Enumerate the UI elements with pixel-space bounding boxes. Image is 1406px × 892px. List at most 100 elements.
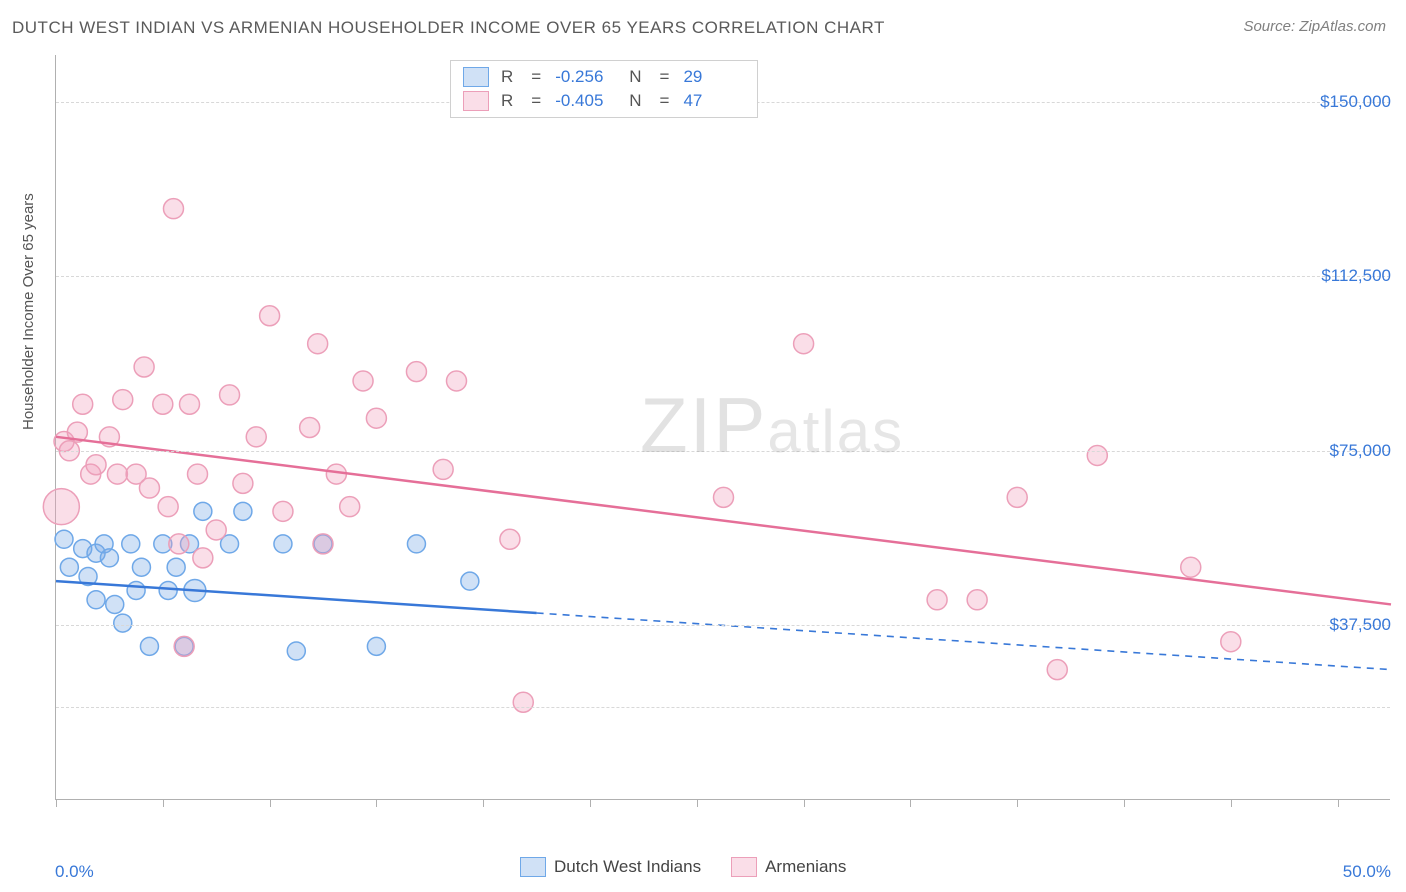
trend-line-dashed-dwi [537, 613, 1391, 670]
scatter-point-dwi [106, 595, 124, 613]
scatter-point-arm [163, 199, 183, 219]
legend-item-arm: Armenians [731, 857, 846, 877]
scatter-point-dwi [287, 642, 305, 660]
n-label: N [629, 91, 641, 111]
scatter-point-arm [1047, 660, 1067, 680]
legend-label-arm: Armenians [765, 857, 846, 877]
scatter-point-arm [433, 459, 453, 479]
swatch-arm [731, 857, 757, 877]
scatter-point-arm [158, 497, 178, 517]
scatter-point-arm [246, 427, 266, 447]
scatter-point-dwi [55, 530, 73, 548]
correlation-row-arm: R=-0.405N=47 [463, 89, 745, 113]
scatter-point-arm [300, 418, 320, 438]
equals-sign: = [531, 67, 541, 87]
scatter-point-arm [500, 529, 520, 549]
scatter-point-dwi [274, 535, 292, 553]
scatter-point-arm [113, 390, 133, 410]
scatter-point-dwi [132, 558, 150, 576]
scatter-point-dwi [234, 502, 252, 520]
scatter-point-arm [134, 357, 154, 377]
x-tick [1231, 799, 1232, 807]
scatter-point-arm [1007, 487, 1027, 507]
scatter-point-arm [927, 590, 947, 610]
scatter-point-dwi [461, 572, 479, 590]
scatter-point-arm [340, 497, 360, 517]
x-tick [1338, 799, 1339, 807]
legend-label-dwi: Dutch West Indians [554, 857, 701, 877]
legend-item-dwi: Dutch West Indians [520, 857, 701, 877]
scatter-point-arm [1221, 632, 1241, 652]
scatter-point-arm [220, 385, 240, 405]
scatter-point-arm [447, 371, 467, 391]
scatter-point-dwi [167, 558, 185, 576]
scatter-point-dwi [87, 591, 105, 609]
scatter-point-arm [273, 501, 293, 521]
scatter-point-arm [188, 464, 208, 484]
gridline [56, 707, 1390, 708]
r-value-dwi: -0.256 [555, 67, 617, 87]
scatter-point-arm [73, 394, 93, 414]
scatter-point-arm [193, 548, 213, 568]
scatter-point-dwi [194, 502, 212, 520]
x-axis-start-label: 0.0% [55, 862, 94, 882]
scatter-point-dwi [114, 614, 132, 632]
swatch-dwi [520, 857, 546, 877]
r-value-arm: -0.405 [555, 91, 617, 111]
scatter-chart-svg [56, 55, 1390, 799]
scatter-point-arm [308, 334, 328, 354]
x-tick [697, 799, 698, 807]
scatter-point-arm [513, 692, 533, 712]
gridline [56, 451, 1390, 452]
scatter-point-dwi [159, 581, 177, 599]
series-legend: Dutch West Indians Armenians [520, 857, 846, 877]
n-value-dwi: 29 [683, 67, 745, 87]
gridline [56, 625, 1390, 626]
y-tick-label: $37,500 [1330, 615, 1391, 635]
plot-area [55, 55, 1390, 800]
scatter-point-arm [313, 534, 333, 554]
r-label: R [501, 67, 513, 87]
scatter-point-dwi [140, 637, 158, 655]
x-tick [270, 799, 271, 807]
equals-sign: = [531, 91, 541, 111]
gridline [56, 276, 1390, 277]
n-value-arm: 47 [683, 91, 745, 111]
equals-sign: = [660, 67, 670, 87]
trend-line-arm [56, 437, 1391, 605]
x-tick [376, 799, 377, 807]
source-attribution: Source: ZipAtlas.com [1243, 18, 1386, 35]
scatter-point-arm [107, 464, 127, 484]
scatter-point-arm [967, 590, 987, 610]
correlation-legend: R = -0.256 N = 29R = -0.405 N = 47 [450, 60, 758, 118]
scatter-point-arm [180, 394, 200, 414]
scatter-point-dwi [407, 535, 425, 553]
scatter-point-arm [169, 534, 189, 554]
y-axis-label: Householder Income Over 65 years [20, 193, 37, 430]
x-tick [804, 799, 805, 807]
correlation-row-dwi: R = -0.256 N = 29 [463, 65, 745, 89]
scatter-point-arm [406, 362, 426, 382]
y-tick-label: $75,000 [1330, 441, 1391, 461]
scatter-point-arm [233, 473, 253, 493]
scatter-point-arm [43, 489, 79, 525]
scatter-point-dwi [127, 581, 145, 599]
scatter-point-arm [794, 334, 814, 354]
n-label: N [629, 67, 641, 87]
x-tick [163, 799, 164, 807]
y-tick-label: $150,000 [1320, 92, 1391, 112]
scatter-point-arm [714, 487, 734, 507]
scatter-point-dwi [60, 558, 78, 576]
swatch-dwi [463, 67, 489, 87]
x-tick [590, 799, 591, 807]
y-tick-label: $112,500 [1321, 266, 1391, 286]
scatter-point-dwi [100, 549, 118, 567]
scatter-point-arm [139, 478, 159, 498]
x-tick [1017, 799, 1018, 807]
x-tick [483, 799, 484, 807]
scatter-point-arm [206, 520, 226, 540]
scatter-point-arm [1181, 557, 1201, 577]
x-tick [910, 799, 911, 807]
chart-title: DUTCH WEST INDIAN VS ARMENIAN HOUSEHOLDE… [12, 18, 885, 38]
scatter-point-arm [260, 306, 280, 326]
